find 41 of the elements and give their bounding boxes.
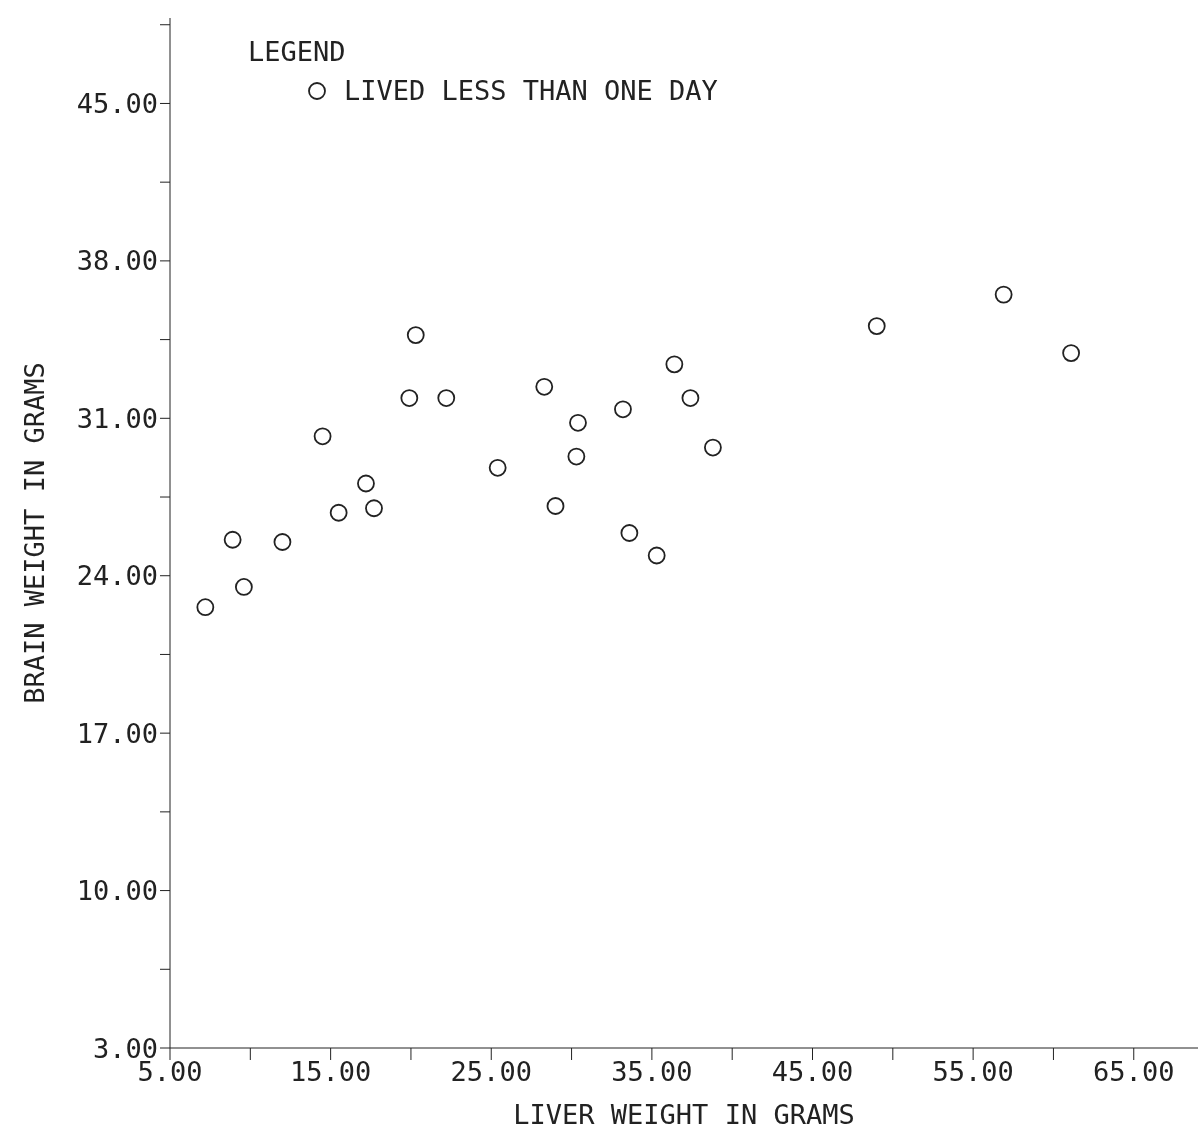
point [313, 427, 332, 446]
point [704, 438, 722, 457]
point [223, 530, 242, 549]
point [567, 447, 586, 466]
y-tick-label: 45.00 [76, 88, 158, 120]
x-tick-label: 55.00 [932, 1056, 1014, 1088]
point [535, 377, 554, 396]
x-tick-label: 25.00 [450, 1056, 532, 1088]
point [234, 578, 253, 596]
x-tick-label: 15.00 [289, 1056, 372, 1088]
point [406, 326, 425, 344]
y-tick-label: 17.00 [76, 717, 158, 749]
point [665, 355, 684, 374]
point [273, 533, 292, 551]
point [365, 499, 383, 518]
y-tick-label: 31.00 [76, 402, 158, 434]
point [620, 524, 639, 542]
point [546, 497, 565, 515]
point [437, 389, 456, 407]
legend-label: LIVED LESS THAN ONE DAY [344, 75, 718, 106]
point [329, 503, 348, 522]
point [569, 413, 587, 432]
x-tick-label: 45.00 [771, 1056, 854, 1088]
x-tick-label: 65.00 [1093, 1056, 1175, 1088]
point [647, 546, 666, 565]
point [994, 285, 1013, 304]
legend-title: LEGEND [248, 36, 347, 67]
y-tick-label: 10.00 [76, 875, 158, 907]
y-axis-title: BRAIN WEIGHT IN GRAMS [18, 362, 50, 704]
y-tick-label: 38.00 [76, 245, 158, 277]
point [196, 598, 215, 617]
point [614, 400, 632, 419]
x-axis-title: LIVER WEIGHT IN GRAMS [513, 1099, 855, 1130]
point [357, 474, 375, 493]
point [867, 317, 886, 335]
point [400, 389, 419, 407]
point [1062, 344, 1081, 362]
y-tick-label: 24.00 [76, 560, 158, 592]
point [681, 389, 700, 407]
x-tick-label: 35.00 [611, 1056, 693, 1088]
point [488, 458, 507, 477]
